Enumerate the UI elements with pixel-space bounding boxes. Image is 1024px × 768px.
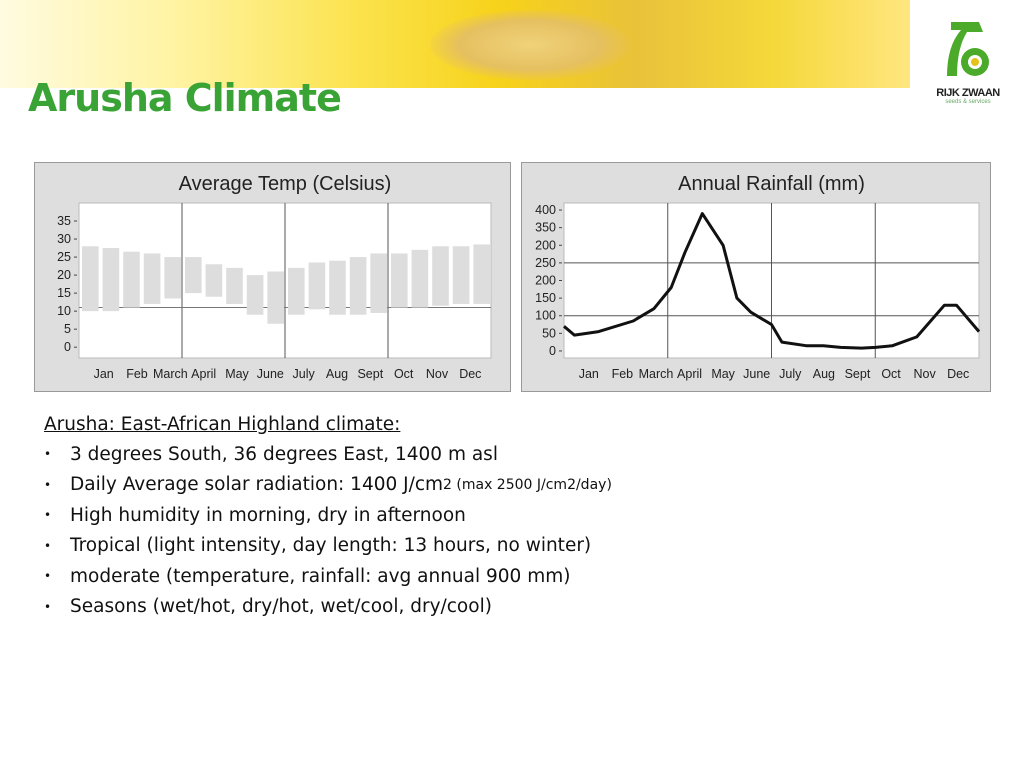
- x-tick-label: April: [191, 367, 216, 381]
- bullet-text: Tropical (light intensity, day length: 1…: [70, 535, 592, 557]
- bullet-icon: •: [44, 477, 52, 492]
- x-tick-label: Oct: [394, 367, 414, 381]
- y-tick-label: 200: [535, 274, 556, 288]
- x-tick-label: Dec: [947, 367, 969, 381]
- bullet-text: Daily Average solar radiation: 1400 J/cm: [70, 474, 444, 496]
- temp-range-bar: [308, 262, 326, 310]
- bullet-item: • moderate (temperature, rainfall: avg a…: [44, 561, 612, 592]
- company-logo: RIJK ZWAAN seeds & services: [928, 18, 1008, 118]
- bullet-icon: •: [44, 538, 52, 553]
- x-tick-label: July: [779, 367, 802, 381]
- temp-range-bar: [185, 257, 202, 294]
- temperature-chart: Average Temp (Celsius) Jan Feb March April Ma…: [34, 162, 511, 392]
- x-tick-label: Oct: [881, 367, 901, 381]
- x-tick-label: July: [293, 367, 316, 381]
- bullet-text: High humidity in morning, dry in afterno…: [70, 504, 466, 526]
- temp-range-bar: [329, 260, 346, 315]
- bullet-icon: •: [44, 508, 52, 523]
- y-tick-label: 10: [57, 304, 71, 318]
- x-tick-label: Nov: [426, 367, 449, 381]
- y-tick-label: 250: [535, 256, 556, 270]
- y-tick-label: 400: [535, 203, 556, 217]
- y-tick-label: 350: [535, 221, 556, 235]
- temp-range-bar: [143, 253, 161, 304]
- x-tick-label: Aug: [813, 367, 835, 381]
- logo-brand-text: RIJK ZWAAN: [936, 87, 1000, 99]
- y-tick-label: 100: [535, 309, 556, 323]
- bullet-item: • High humidity in morning, dry in aftern…: [44, 500, 612, 531]
- y-tick-label: 0: [64, 340, 71, 354]
- x-tick-label: Sept: [357, 367, 383, 381]
- x-tick-label: Jan: [579, 367, 599, 381]
- temp-range-bar: [288, 267, 305, 315]
- temp-range-bar: [205, 264, 223, 297]
- logo-mark-icon: [947, 22, 989, 76]
- temp-range-bar: [411, 249, 429, 308]
- x-tick-label: Sept: [845, 367, 871, 381]
- x-tick-label: March: [153, 367, 188, 381]
- temp-range-bar: [123, 251, 140, 308]
- x-tick-label: May: [711, 367, 735, 381]
- header-banner-image: [0, 0, 910, 88]
- y-tick-label: 0: [549, 344, 556, 358]
- x-tick-label: Nov: [914, 367, 937, 381]
- bullet-note: 2 (max 2500 J/cm2/day): [443, 476, 612, 493]
- temp-range-bar: [82, 246, 99, 312]
- y-tick-label: 50: [542, 326, 556, 340]
- x-tick-label: June: [743, 367, 770, 381]
- bullet-text: Seasons (wet/hot, dry/hot, wet/cool, dry…: [70, 596, 492, 618]
- x-tick-label: Jan: [94, 367, 114, 381]
- x-tick-label: Aug: [326, 367, 348, 381]
- temp-range-bar: [246, 275, 264, 315]
- temp-range-bar: [349, 257, 367, 315]
- temp-range-bar: [164, 257, 181, 299]
- bullet-icon: •: [44, 447, 52, 462]
- bullet-icon: •: [44, 599, 52, 614]
- chart-title: Annual Rainfall (mm): [678, 173, 865, 195]
- y-tick-label: 35: [57, 214, 71, 228]
- bullet-item: • Tropical (light intensity, day length:…: [44, 531, 612, 562]
- climate-description: Arusha: East-African Highland climate: •…: [44, 414, 612, 622]
- rainfall-chart: Annual Rainfall (mm) Jan Feb March April May J…: [521, 162, 991, 392]
- x-tick-label: Dec: [459, 367, 481, 381]
- temp-range-bar: [370, 253, 387, 313]
- y-tick-label: 25: [57, 250, 71, 264]
- temp-range-bar: [102, 248, 120, 312]
- x-tick-label: Feb: [612, 367, 634, 381]
- x-tick-label: March: [639, 367, 674, 381]
- x-tick-label: June: [257, 367, 284, 381]
- temp-range-bar: [267, 271, 284, 324]
- logo-tagline: seeds & services: [945, 99, 991, 105]
- y-tick-label: 30: [57, 232, 71, 246]
- page-title: Arusha Climate: [28, 76, 342, 120]
- description-heading: Arusha: East-African Highland climate:: [44, 414, 401, 435]
- y-tick-label: 15: [57, 286, 71, 300]
- bullet-text: moderate (temperature, rainfall: avg ann…: [70, 565, 571, 587]
- y-tick-label: 5: [64, 322, 71, 336]
- bullet-item: • 3 degrees South, 36 degrees East, 1400…: [44, 439, 612, 470]
- bullet-icon: •: [44, 569, 52, 584]
- chart-title: Average Temp (Celsius): [179, 173, 392, 195]
- x-tick-label: April: [677, 367, 702, 381]
- temp-range-bar: [391, 253, 408, 308]
- bullet-text: 3 degrees South, 36 degrees East, 1400 m…: [70, 443, 498, 465]
- bullet-item: • Daily Average solar radiation: 1400 J/c…: [44, 470, 612, 501]
- x-tick-label: Feb: [126, 367, 148, 381]
- y-tick-label: 20: [57, 268, 71, 282]
- temp-range-bar: [452, 246, 470, 304]
- y-tick-label: 150: [535, 291, 556, 305]
- y-tick-label: 200: [535, 238, 556, 252]
- bullet-item: • Seasons (wet/hot, dry/hot, wet/cool, d…: [44, 592, 612, 623]
- temp-range-bar: [432, 246, 449, 306]
- temp-range-bar: [226, 267, 243, 304]
- temp-range-bar: [473, 244, 490, 304]
- x-tick-label: May: [225, 367, 249, 381]
- rainfall-line: [563, 212, 981, 350]
